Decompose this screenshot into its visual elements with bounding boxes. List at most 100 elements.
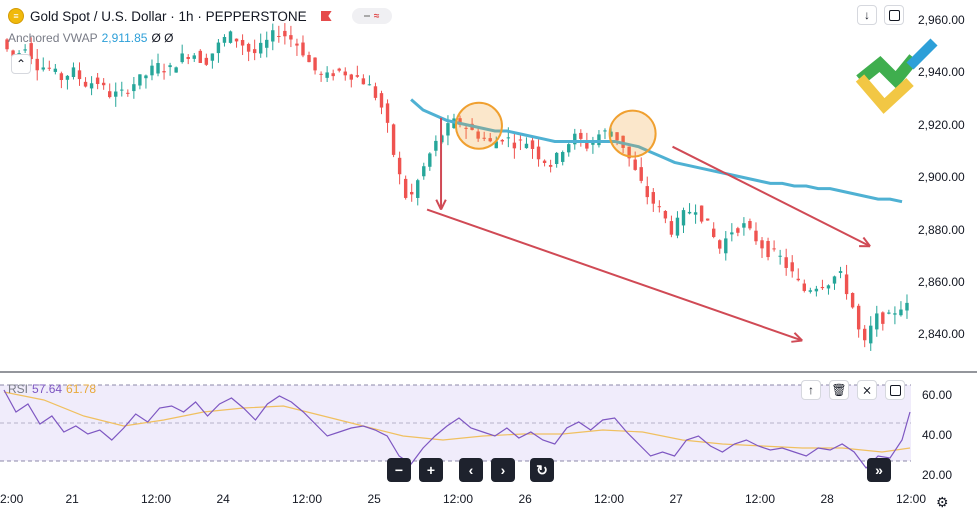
indicator-name[interactable]: Anchored VWAP — [8, 31, 98, 45]
download-button[interactable]: ↓ — [857, 5, 877, 25]
pill-toggle[interactable]: ≈ — [351, 8, 392, 24]
time-tick-label: 26 — [518, 492, 532, 506]
reset-chart-button[interactable]: ↻ — [530, 458, 554, 482]
candle-body — [748, 221, 752, 229]
pill-approx-icon: ≈ — [373, 10, 380, 22]
candle-body — [567, 144, 571, 153]
time-tick-label: 12:00 — [443, 492, 474, 506]
go-to-latest-button[interactable]: » — [867, 458, 891, 482]
candle-body — [234, 38, 239, 42]
zoom-in-button[interactable]: + — [419, 458, 443, 482]
settings-gear-icon[interactable]: ⚙ — [936, 494, 949, 510]
maximize-button[interactable] — [884, 5, 904, 25]
candle-body — [319, 73, 323, 75]
rsi-ma-value: 61.78 — [66, 382, 97, 396]
drop-arrow-head — [440, 199, 447, 211]
candle-body — [609, 131, 613, 137]
scroll-left-button[interactable]: ‹ — [459, 458, 483, 482]
candle-body — [434, 140, 438, 151]
candle-body — [410, 191, 414, 195]
candle-body — [687, 211, 692, 214]
candle-body — [391, 124, 396, 155]
candle-body — [512, 142, 517, 149]
rsi-tick-label: 60.00 — [922, 388, 953, 402]
candle-body — [542, 160, 547, 163]
candle-body — [416, 180, 420, 198]
collapse-legend-button[interactable]: ⌃ — [11, 54, 31, 74]
candle-body — [186, 56, 190, 59]
price-tick-label: 2,920.00 — [918, 117, 965, 132]
candle-body — [271, 30, 275, 42]
candle-body — [579, 132, 583, 139]
time-tick-label: 25 — [367, 492, 381, 506]
candle-body — [500, 139, 504, 142]
candle-body — [162, 71, 166, 73]
trash-icon: 🗑 — [831, 383, 847, 397]
time-tick-label: 28 — [820, 492, 834, 506]
candle-body — [899, 309, 903, 316]
red-flag-icon[interactable] — [320, 11, 332, 21]
instrument-title[interactable]: Gold Spot / U.S. Dollar · 1h · PEPPERSTO… — [30, 8, 307, 24]
time-tick-label: 27 — [669, 492, 683, 506]
candle-body — [893, 313, 897, 315]
candle-body — [850, 293, 855, 308]
zoom-out-button[interactable]: − — [387, 458, 411, 482]
trend-arrow — [426, 208, 803, 342]
candle-body — [35, 58, 39, 71]
vwap-group — [410, 98, 903, 204]
candle-body — [530, 140, 535, 149]
candle-body — [77, 70, 82, 80]
candle-body — [718, 240, 722, 249]
candle-body — [295, 43, 299, 46]
time-tick-label: 12:00 — [745, 492, 776, 506]
candle-body — [657, 206, 662, 208]
candle-body — [705, 218, 710, 221]
candle-body — [397, 157, 402, 175]
candle-body — [289, 35, 293, 40]
candle-body — [349, 74, 353, 80]
pane-delete-button[interactable]: 🗑 — [829, 380, 849, 400]
candle-body — [832, 276, 837, 284]
price-tick-label: 2,960.00 — [918, 12, 965, 27]
rsi-tick-label: 20.00 — [922, 468, 953, 482]
arrow-up-icon: ↑ — [808, 383, 814, 397]
candle-body — [536, 146, 541, 160]
candle-body — [240, 39, 245, 46]
trend-arrow-head — [793, 332, 803, 342]
indicator-value: 2,911.85 — [101, 31, 148, 45]
candle-body — [23, 49, 27, 51]
pane-collapse-button[interactable]: ⨯ — [857, 380, 877, 400]
rsi-name[interactable]: RSI — [8, 382, 29, 396]
candle-body — [29, 43, 33, 60]
candle-body — [724, 238, 728, 254]
candle-body — [355, 75, 360, 77]
candle-body — [259, 42, 263, 54]
candle-body — [71, 67, 76, 78]
chevron-left-icon: ‹ — [468, 462, 474, 478]
price-tick-label: 2,860.00 — [918, 274, 965, 289]
rsi-value: 57.64 — [32, 382, 63, 396]
candle-body — [887, 312, 891, 314]
candle-body — [808, 290, 813, 292]
pane-move-up-button[interactable]: ↑ — [801, 380, 821, 400]
double-chevron-right-icon: » — [875, 462, 883, 478]
scroll-right-button[interactable]: › — [491, 458, 515, 482]
candle-body — [778, 255, 782, 257]
candle-body — [633, 159, 637, 170]
indicator-legend: Anchored VWAP 2,911.85 Ø Ø — [8, 31, 173, 45]
candle-body — [132, 84, 136, 92]
candle-body — [228, 31, 233, 43]
candle-body — [138, 74, 142, 86]
candle-body — [591, 141, 595, 145]
candle-body — [192, 55, 196, 59]
candle-body — [83, 81, 88, 87]
candle-body — [216, 42, 221, 54]
candle-body — [458, 118, 462, 125]
candle-body — [482, 137, 486, 139]
pane-maximize-button[interactable] — [885, 380, 905, 400]
candle-body — [210, 53, 215, 61]
time-tick-label: 21 — [65, 492, 79, 506]
candle-body — [41, 67, 45, 70]
candle-body — [573, 133, 577, 145]
